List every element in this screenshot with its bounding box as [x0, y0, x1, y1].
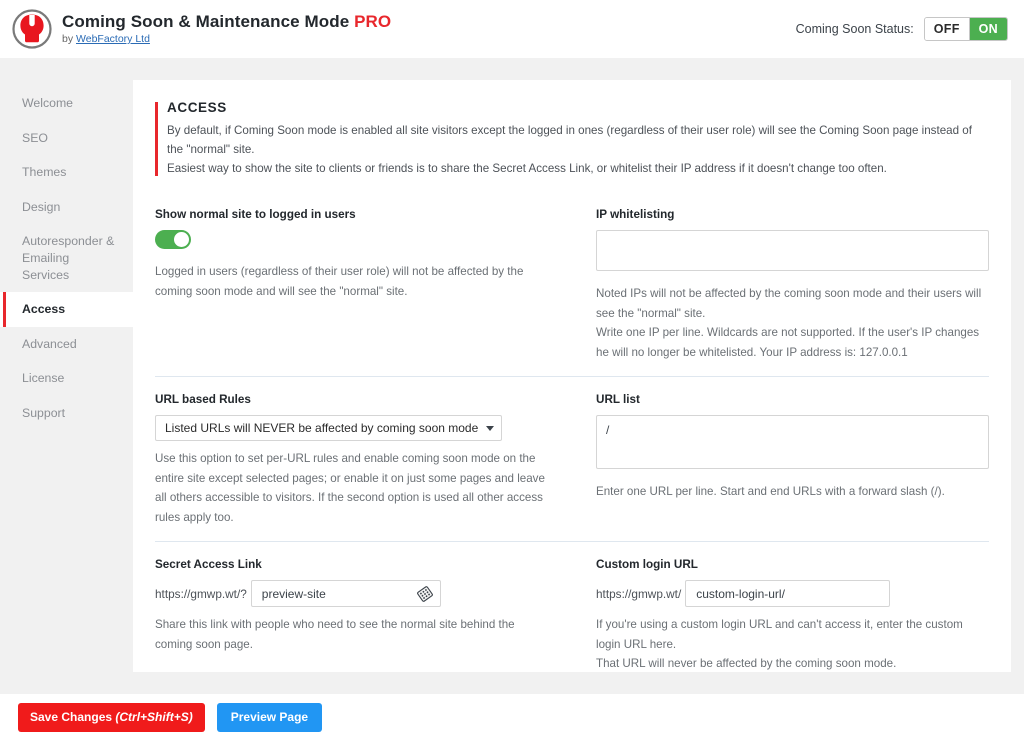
- footer-bar: Save Changes (Ctrl+Shift+S) Preview Page: [0, 694, 1024, 741]
- ip-whitelisting-help-2: Write one IP per line. Wildcards are not…: [596, 326, 980, 359]
- field-url-list: URL list Enter one URL per line. Start a…: [596, 393, 989, 527]
- sidebar-nav: Welcome SEO Themes Design Autoresponder …: [0, 86, 133, 431]
- section-header: ACCESS By default, if Coming Soon mode i…: [155, 100, 989, 178]
- status-label: Coming Soon Status:: [795, 22, 914, 36]
- sidebar-item-advanced[interactable]: Advanced: [22, 336, 77, 351]
- url-list-textarea[interactable]: [596, 415, 989, 470]
- sidebar-item-autoresponder[interactable]: Autoresponder & Emailing Services: [22, 234, 115, 282]
- row-access-basics: Show normal site to logged in users Logg…: [155, 192, 989, 362]
- toggle-knob: [174, 232, 189, 248]
- field-show-normal-site: Show normal site to logged in users Logg…: [155, 208, 548, 362]
- wrench-shield-logo-icon: [12, 9, 52, 49]
- body-area: Welcome SEO Themes Design Autoresponder …: [0, 58, 1024, 674]
- coming-soon-status: Coming Soon Status: OFF ON: [796, 17, 1024, 41]
- url-based-rules-select[interactable]: Listed URLs will NEVER be affected by co…: [155, 415, 503, 442]
- status-toggle-off[interactable]: OFF: [924, 18, 969, 40]
- url-list-help: Enter one URL per line. Start and end UR…: [596, 485, 945, 499]
- url-based-rules-selected-value: Listed URLs will NEVER be affected by co…: [165, 421, 479, 436]
- show-normal-site-label: Show normal site to logged in users: [155, 208, 356, 222]
- row-url-rules: URL based Rules Listed URLs will NEVER b…: [155, 376, 989, 527]
- status-toggle[interactable]: OFF ON: [923, 17, 1008, 41]
- custom-login-url-label: Custom login URL: [596, 558, 698, 572]
- show-normal-site-help: Logged in users (regardless of their use…: [155, 265, 524, 298]
- custom-login-url-input[interactable]: [686, 581, 890, 607]
- section-desc-line-2: Easiest way to show the site to clients …: [167, 161, 887, 175]
- row-links: Secret Access Link https://gmwp.wt/?: [155, 541, 989, 673]
- save-changes-button[interactable]: Save Changes (Ctrl+Shift+S): [18, 703, 205, 732]
- title-main: Coming Soon & Maintenance Mode: [62, 12, 355, 32]
- field-secret-access-link: Secret Access Link https://gmwp.wt/?: [155, 558, 548, 673]
- brand-byline: by WebFactory Ltd: [62, 32, 391, 45]
- url-based-rules-label: URL based Rules: [155, 393, 251, 407]
- chevron-down-icon: [486, 425, 495, 431]
- secret-access-link-label: Secret Access Link: [155, 558, 262, 572]
- save-shortcut: (Ctrl+Shift+S): [115, 710, 193, 725]
- field-url-based-rules: URL based Rules Listed URLs will NEVER b…: [155, 393, 548, 527]
- ip-whitelisting-label: IP whitelisting: [596, 208, 675, 222]
- preview-page-button[interactable]: Preview Page: [216, 703, 323, 732]
- custom-login-url-input-group: https://gmwp.wt/: [596, 580, 989, 608]
- section-desc-line-1: By default, if Coming Soon mode is enabl…: [167, 124, 972, 156]
- ip-whitelisting-textarea[interactable]: [596, 230, 989, 272]
- title-pro-badge: PRO: [354, 12, 392, 32]
- secret-access-link-input-group: https://gmwp.wt/?: [155, 580, 548, 608]
- page-header: Coming Soon & Maintenance Mode PRO by We…: [0, 0, 1024, 58]
- secret-access-link-input[interactable]: [251, 581, 417, 607]
- url-based-rules-help: Use this option to set per-URL rules and…: [155, 452, 545, 524]
- status-toggle-on[interactable]: ON: [968, 18, 1007, 40]
- dice-icon[interactable]: [416, 585, 434, 603]
- custom-login-url-prefix: https://gmwp.wt/: [596, 586, 682, 601]
- field-ip-whitelisting: IP whitelisting Noted IPs will not be af…: [596, 208, 989, 362]
- byline-prefix: by: [62, 32, 77, 45]
- secret-access-link-prefix: https://gmwp.wt/?: [155, 586, 247, 601]
- show-normal-site-toggle[interactable]: [155, 230, 191, 250]
- sidebar-item-access[interactable]: Access: [0, 292, 133, 327]
- sidebar-item-themes[interactable]: Themes: [22, 165, 67, 180]
- url-list-label: URL list: [596, 393, 640, 407]
- sidebar-item-design[interactable]: Design: [22, 199, 61, 214]
- sidebar-item-license[interactable]: License: [22, 371, 65, 386]
- content-panel: ACCESS By default, if Coming Soon mode i…: [133, 80, 1011, 672]
- ip-whitelisting-help-1: Noted IPs will not be affected by the co…: [596, 287, 982, 320]
- webfactory-link[interactable]: WebFactory Ltd: [76, 32, 150, 45]
- page-title: Coming Soon & Maintenance Mode PRO: [62, 13, 391, 31]
- save-label: Save Changes: [30, 710, 116, 725]
- brand: Coming Soon & Maintenance Mode PRO by We…: [0, 9, 391, 49]
- sidebar-item-seo[interactable]: SEO: [22, 130, 48, 145]
- field-custom-login-url: Custom login URL https://gmwp.wt/ If you…: [596, 558, 989, 673]
- custom-login-url-help-2: That URL will never be affected by the c…: [596, 657, 897, 671]
- custom-login-url-help-1: If you're using a custom login URL and c…: [596, 618, 963, 651]
- sidebar-item-welcome[interactable]: Welcome: [22, 96, 74, 110]
- brand-text: Coming Soon & Maintenance Mode PRO by We…: [62, 13, 391, 45]
- secret-access-link-help: Share this link with people who need to …: [155, 618, 515, 651]
- section-title: ACCESS: [167, 100, 227, 115]
- sidebar-item-support[interactable]: Support: [22, 405, 66, 420]
